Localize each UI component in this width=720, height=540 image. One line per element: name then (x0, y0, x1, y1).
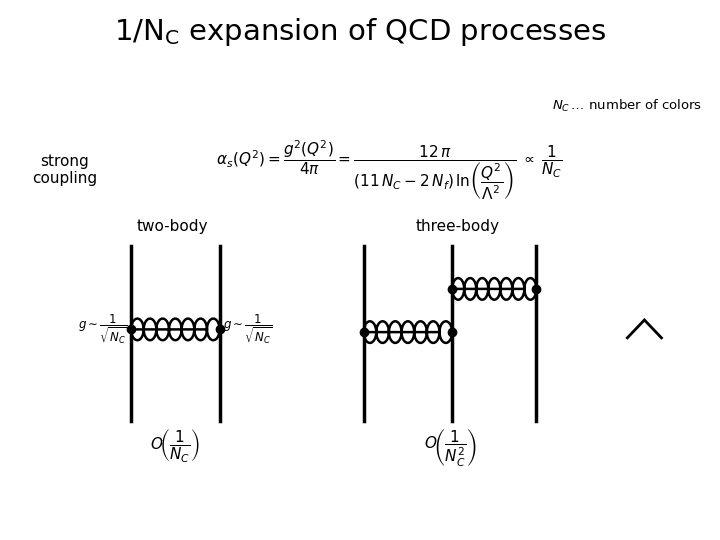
Text: two-body: two-body (137, 219, 209, 234)
Text: $g\sim\dfrac{1}{\sqrt{N_C}}$: $g\sim\dfrac{1}{\sqrt{N_C}}$ (223, 313, 273, 346)
Text: $\mathregular{1/N_C}$ expansion of QCD processes: $\mathregular{1/N_C}$ expansion of QCD p… (114, 16, 606, 48)
Text: $O\!\left(\dfrac{1}{N_C^2}\right)$: $O\!\left(\dfrac{1}{N_C^2}\right)$ (423, 427, 477, 468)
Text: $O\!\left(\dfrac{1}{N_C}\right)$: $O\!\left(\dfrac{1}{N_C}\right)$ (150, 427, 200, 464)
Text: $\alpha_s(Q^2)=\dfrac{g^2(Q^2)}{4\pi}=\dfrac{12\,\pi}{(11\,N_C-2\,N_f)\,\ln\!\le: $\alpha_s(Q^2)=\dfrac{g^2(Q^2)}{4\pi}=\d… (215, 138, 562, 202)
Text: $N_C\,\ldots$ number of colors: $N_C\,\ldots$ number of colors (552, 98, 702, 114)
Text: three-body: three-body (415, 219, 499, 234)
Text: strong
coupling: strong coupling (32, 154, 97, 186)
Text: $g\sim\dfrac{1}{\sqrt{N_C}}$: $g\sim\dfrac{1}{\sqrt{N_C}}$ (78, 313, 127, 346)
